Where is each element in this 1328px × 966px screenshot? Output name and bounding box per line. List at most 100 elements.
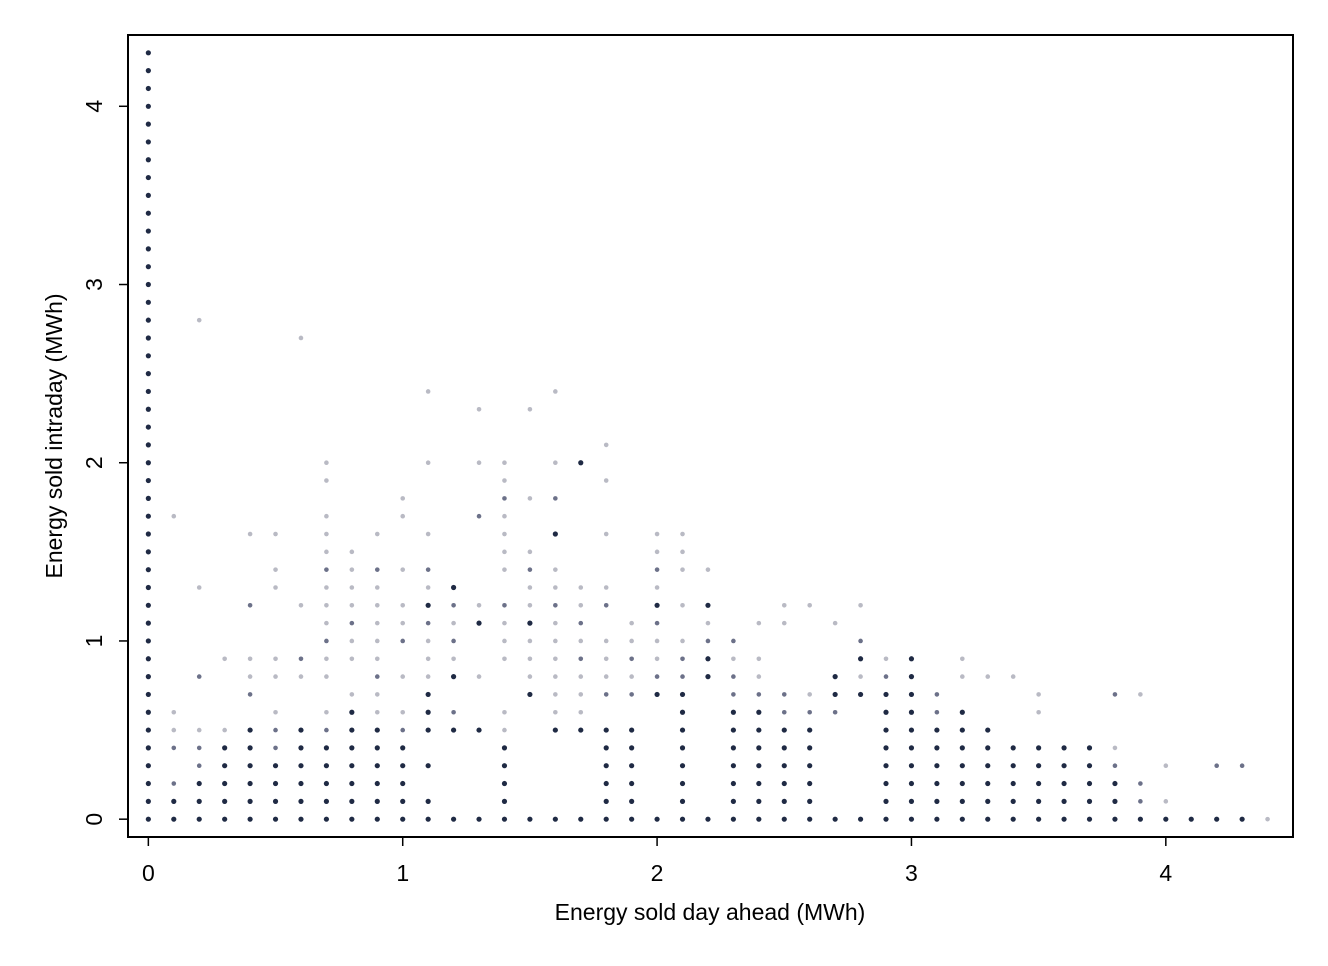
data-point (1086, 816, 1093, 822)
data-point (425, 389, 431, 394)
data-point (1112, 780, 1118, 787)
data-point (145, 174, 151, 181)
data-point (196, 745, 202, 751)
data-point (960, 656, 965, 662)
data-point (145, 210, 151, 216)
data-point (145, 281, 151, 288)
data-point (1265, 816, 1270, 822)
data-point (145, 495, 151, 501)
data-point (425, 763, 431, 769)
data-point (272, 780, 279, 787)
data-point (781, 603, 787, 608)
y-axis: 0 1 2 3 4 (81, 100, 128, 826)
data-point (247, 780, 253, 787)
data-point (145, 85, 151, 92)
data-point (527, 638, 533, 644)
data-point (908, 691, 915, 698)
data-point (603, 727, 609, 733)
data-point (349, 656, 355, 662)
data-point (680, 549, 685, 555)
data-point (1036, 745, 1042, 751)
data-point (756, 798, 762, 804)
data-point (502, 478, 507, 483)
data-point (985, 798, 991, 804)
data-point (781, 798, 787, 804)
data-point (756, 656, 762, 662)
data-point (603, 763, 609, 769)
data-point (629, 798, 635, 804)
data-point (476, 513, 482, 519)
data-point (807, 745, 813, 751)
data-point (1112, 816, 1118, 822)
data-point (374, 656, 380, 662)
data-point (196, 674, 202, 679)
data-point (145, 50, 151, 56)
data-point (324, 603, 329, 608)
data-point (171, 727, 177, 733)
data-point (501, 816, 508, 822)
data-point (857, 656, 864, 662)
data-point (781, 709, 787, 715)
data-point (145, 763, 151, 769)
data-point (145, 371, 151, 377)
data-point (781, 620, 787, 626)
data-point (349, 727, 355, 733)
data-point (374, 816, 380, 822)
data-point (629, 763, 635, 769)
data-point (1036, 709, 1041, 715)
data-point (858, 603, 863, 608)
data-point (425, 620, 431, 626)
data-point (425, 602, 431, 608)
data-point (400, 816, 406, 822)
data-point (629, 780, 635, 787)
data-point (959, 780, 965, 787)
data-point (324, 513, 329, 519)
data-point (705, 816, 711, 822)
data-point (145, 68, 151, 74)
data-point (196, 798, 202, 804)
data-point (679, 780, 686, 787)
data-point (1163, 816, 1169, 822)
data-point (374, 692, 380, 697)
data-point (1112, 745, 1118, 751)
data-point (145, 121, 151, 127)
data-point (781, 692, 787, 697)
data-point (272, 816, 279, 822)
data-point (553, 620, 558, 626)
data-point (324, 620, 329, 626)
data-point (553, 460, 558, 466)
data-point (807, 816, 813, 822)
data-point (934, 709, 940, 715)
data-point (908, 709, 915, 715)
data-point (553, 674, 558, 679)
data-point (145, 192, 151, 198)
x-axis: 0 1 2 3 4 (142, 837, 1172, 886)
data-point (145, 335, 151, 341)
data-point (400, 709, 406, 715)
data-point (552, 816, 558, 822)
data-point (145, 246, 151, 252)
data-point (679, 727, 686, 733)
data-point (552, 531, 558, 537)
data-point (679, 798, 686, 804)
data-point (1010, 745, 1016, 751)
plot-frame (127, 34, 1294, 838)
data-point (145, 691, 151, 698)
x-tick-label: 0 (142, 860, 155, 886)
data-point (476, 620, 482, 626)
data-point (553, 389, 558, 394)
data-point (603, 674, 609, 679)
data-point (196, 763, 202, 769)
data-point (502, 727, 507, 733)
data-point (451, 656, 456, 662)
data-point (578, 603, 584, 608)
data-point (502, 709, 507, 715)
data-point (654, 691, 660, 698)
data-point (400, 763, 406, 769)
data-point (908, 798, 915, 804)
data-point (145, 103, 151, 109)
data-point (1061, 780, 1067, 787)
data-point (756, 620, 762, 626)
data-point (680, 603, 685, 608)
